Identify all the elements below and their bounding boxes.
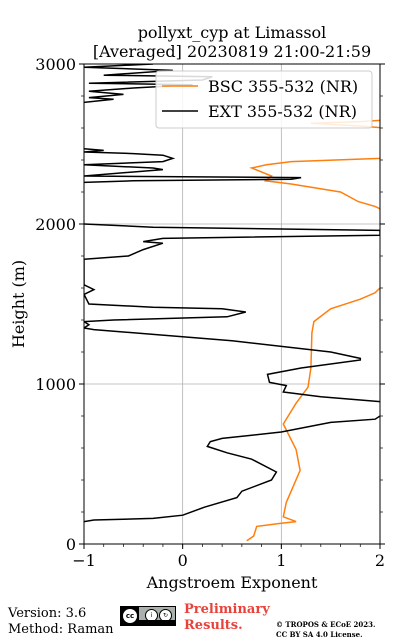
y-tick-label: 1000 [35,375,76,394]
preliminary-note: Preliminary Results. [184,602,270,634]
copyright-line1: © TROPOS & ECoE 2023. [276,620,376,629]
grid-lines [83,63,381,545]
x-tick-label: 2 [375,551,385,570]
legend-label-bsc: BSC 355-532 (NR) [208,77,358,96]
series-layer [84,64,380,542]
legend-frame [155,70,373,129]
series-line-ext [84,148,302,184]
copyright-line2: CC BY SA 4.0 License. [276,630,363,639]
cc-icon: cc [122,608,138,624]
cc-left-block: cc [121,607,139,625]
preliminary-line1: Preliminary [184,602,270,617]
plot-frame [83,63,381,545]
chart-title: pollyxt_cyp at Limassol [138,23,327,42]
copyright-note: © TROPOS & ECoE 2023. CC BY SA 4.0 Licen… [276,620,375,640]
legend: BSC 355-532 (NR) EXT 355-532 (NR) [155,70,373,129]
version-text: Version: 3.6 [8,606,87,621]
series-line-ext [84,223,380,523]
series-line-bsc [249,157,380,210]
x-axis-label: Angstroem Exponent [146,573,318,592]
axes-layer [79,63,385,549]
x-tick-label: −1 [72,551,96,570]
x-tick-label: 1 [276,551,286,570]
preliminary-line2: Results. [184,618,243,633]
legend-label-ext: EXT 355-532 (NR) [208,102,357,121]
y-tick-label: 2000 [35,215,76,234]
y-tick-label: 3000 [35,55,76,74]
y-axis-label: Height (m) [9,260,28,348]
series-line-bsc [246,286,380,542]
cc-license-badge: cc i ↻ [120,606,176,626]
cc-badge-strip [139,620,175,625]
chart-subtitle: [Averaged] 20230819 21:00-21:59 [93,42,371,61]
method-text: Method: Raman [8,622,114,637]
y-tick-label: 0 [66,535,76,554]
x-tick-label: 0 [178,551,188,570]
